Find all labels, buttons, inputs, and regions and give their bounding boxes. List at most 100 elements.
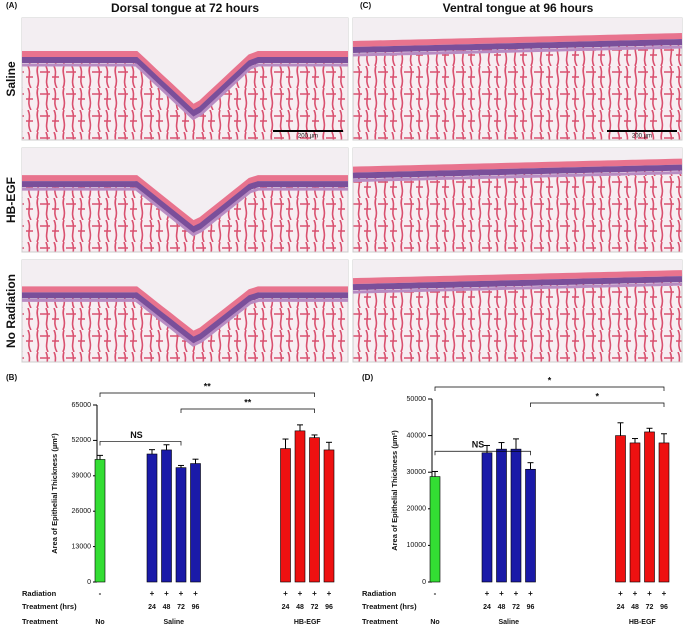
bar: [615, 435, 626, 583]
radiation-label: +: [193, 589, 198, 598]
bar: [309, 437, 320, 583]
row-label: Radiation: [22, 589, 57, 598]
bar: [294, 430, 306, 583]
significance-bracket: [530, 402, 665, 407]
treatment-label: No: [95, 619, 104, 626]
epithelium: [22, 292, 348, 344]
bar: [175, 467, 187, 583]
hours-label: 48: [498, 604, 506, 611]
chart-label: (D): [362, 373, 373, 382]
radiation-label: +: [164, 589, 169, 598]
bar: [644, 431, 655, 583]
significance-label: **: [204, 381, 212, 391]
epithelium: [352, 164, 683, 179]
hours-label: 72: [177, 604, 185, 611]
scale-bar-label: 200 µm: [298, 134, 318, 140]
y-tick-label: 10000: [407, 542, 427, 549]
bar: [481, 452, 493, 583]
epithelium: [352, 39, 683, 53]
hours-label: 96: [527, 604, 535, 611]
bar: [629, 442, 641, 583]
row-label: Treatment (hrs): [362, 602, 417, 611]
significance-label: NS: [472, 440, 485, 450]
radiation-label: +: [662, 589, 667, 598]
hours-label: 72: [512, 604, 520, 611]
bar: [510, 448, 522, 583]
radiation-label: +: [647, 589, 652, 598]
panel-title: Dorsal tongue at 72 hours: [111, 1, 259, 15]
row-label: Radiation: [362, 589, 397, 598]
y-tick-label: 26000: [72, 508, 92, 515]
hours-label: 72: [311, 604, 319, 611]
significance-label: *: [595, 391, 599, 401]
y-tick-label: 20000: [407, 506, 427, 513]
bar: [190, 463, 201, 583]
significance-bracket: [180, 408, 315, 413]
row-label: Saline: [4, 61, 18, 97]
treatment-label: HB-EGF: [294, 619, 322, 626]
treatment-label: Saline: [163, 619, 184, 626]
radiation-label: +: [618, 589, 623, 598]
basal: [352, 171, 683, 183]
bar: [429, 476, 441, 583]
epithelium: [22, 181, 348, 234]
radiation-label: +: [179, 589, 184, 598]
bar: [658, 442, 670, 583]
y-axis-label: Area of Epithelial Thickness (µm²): [390, 430, 399, 551]
radiation-label: +: [150, 589, 155, 598]
basal: [22, 298, 348, 347]
significance-bracket: [434, 386, 665, 391]
bar: [146, 453, 158, 583]
treatment-label: HB-EGF: [629, 619, 657, 626]
radiation-label: +: [327, 589, 332, 598]
panel-label: (C): [360, 1, 371, 10]
row-label: No Radiation: [4, 274, 18, 348]
keratin: [22, 286, 348, 338]
keratin: [22, 51, 348, 112]
row-label: Treatment (hrs): [22, 602, 77, 611]
bar: [280, 448, 291, 583]
y-axis-label: Area of Epithelial Thickness (µm²): [50, 433, 59, 554]
bar: [94, 459, 106, 583]
y-tick-label: 0: [87, 579, 91, 586]
y-tick-label: 13000: [72, 543, 92, 550]
row-label: Treatment: [362, 617, 398, 626]
significance-bracket: [434, 450, 531, 456]
keratin: [352, 33, 683, 47]
hours-label: 72: [646, 604, 654, 611]
y-tick-label: 39000: [72, 473, 92, 480]
y-tick-label: 65000: [72, 402, 92, 409]
significance-label: *: [548, 375, 552, 385]
hours-label: 96: [325, 604, 333, 611]
radiation-label: +: [283, 589, 288, 598]
row-label: Treatment: [22, 617, 58, 626]
radiation-label: +: [633, 589, 638, 598]
hours-label: 48: [631, 604, 639, 611]
tissue-top: [22, 148, 348, 228]
hours-label: 24: [148, 604, 156, 611]
radiation-label: +: [312, 589, 317, 598]
radiation-label: +: [528, 589, 533, 598]
radiation-label: +: [514, 589, 519, 598]
bar: [525, 468, 536, 583]
bar: [161, 449, 172, 583]
hours-label: 24: [282, 604, 290, 611]
epithelium: [22, 57, 348, 118]
keratin: [22, 175, 348, 228]
chart-label: (B): [6, 373, 17, 382]
radiation-label: +: [485, 589, 490, 598]
hours-label: 48: [296, 604, 304, 611]
significance-bracket: [99, 392, 315, 397]
treatment-label: Saline: [498, 619, 519, 626]
basal: [352, 282, 683, 294]
scale-bar-label: 200 µm: [632, 134, 652, 140]
significance-bracket: [99, 441, 182, 446]
basal: [352, 45, 683, 57]
hours-label: 96: [660, 604, 668, 611]
bar: [496, 448, 507, 583]
radiation-label: -: [434, 589, 437, 598]
significance-label: NS: [130, 430, 143, 440]
significance-label: **: [244, 397, 252, 407]
tissue-top: [22, 18, 348, 112]
